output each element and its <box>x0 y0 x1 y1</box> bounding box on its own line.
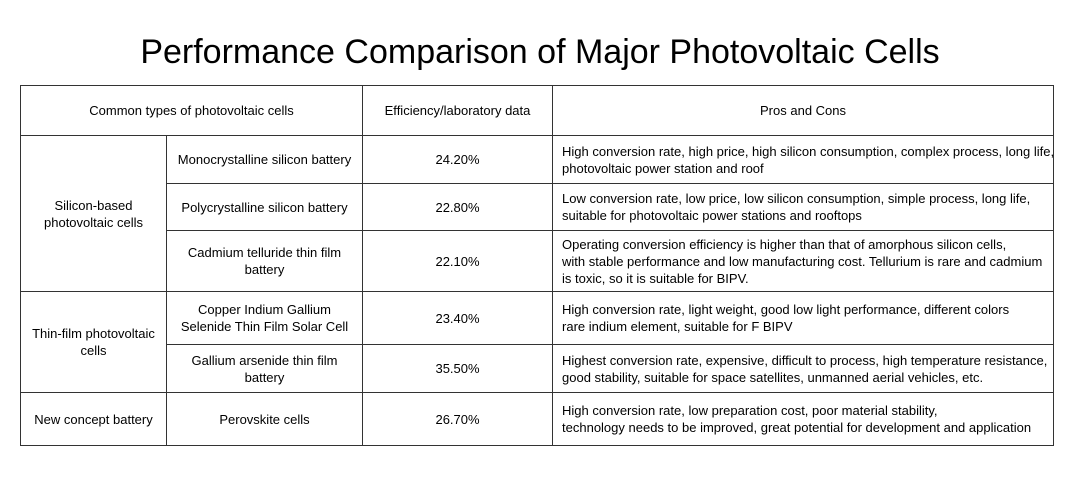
pros-cons-line: High conversion rate, high price, high s… <box>562 143 1054 159</box>
cell-pros-cons: Operating conversion efficiency is highe… <box>552 230 1055 292</box>
type-name-text: Cadmium telluride thin film battery <box>187 245 342 277</box>
category-cell: Thin-film photovoltaic cells <box>20 291 167 393</box>
cell-pros-cons: Highest conversion rate, expensive, diff… <box>552 344 1055 393</box>
header-efficiency: Efficiency/laboratory data <box>362 85 554 136</box>
cell-pros-cons: Low conversion rate, low price, low sili… <box>552 183 1055 231</box>
cell-efficiency: 23.40% <box>362 291 554 345</box>
type-name-text: Gallium arsenide thin film battery <box>191 352 338 385</box>
cell-type-name: Perovskite cells <box>165 392 364 446</box>
pros-cons-line: is toxic, so it is suitable for BIPV. <box>562 270 749 286</box>
cell-type-name: Monocrystalline silicon battery <box>165 135 364 184</box>
pros-cons-line: Low conversion rate, low price, low sili… <box>562 191 1031 206</box>
cell-type-name: Gallium arsenide thin film battery <box>165 344 364 393</box>
type-name-text: Copper Indium Gallium Selenide Thin Film… <box>180 302 349 334</box>
header-pros-cons: Pros and Cons <box>552 85 1055 136</box>
pros-cons-line: with stable performance and low manufact… <box>562 253 1043 269</box>
table-row: New concept battery Perovskite cells 26.… <box>20 392 1055 446</box>
table-row: Cadmium telluride thin film battery 22.1… <box>21 230 1055 292</box>
pros-cons-line: photovoltaic power station and roof <box>562 160 764 176</box>
cell-efficiency: 24.20% <box>362 135 554 184</box>
cell-pros-cons: High conversion rate, light weight, good… <box>552 291 1055 345</box>
pros-cons-line: good stability, suitable for space satel… <box>562 369 984 385</box>
pros-cons-line: High conversion rate, light weight, good… <box>562 302 1010 317</box>
cell-efficiency: 22.80% <box>362 183 554 231</box>
cell-efficiency: 26.70% <box>362 392 554 446</box>
cell-efficiency: 35.50% <box>362 344 554 393</box>
pros-cons-line: suitable for photovoltaic power stations… <box>562 208 862 223</box>
pros-cons-line: technology needs to be improved, great p… <box>562 420 1032 435</box>
category-cell: New concept battery <box>20 392 167 446</box>
table-row: Polycrystalline silicon battery 22.80% L… <box>21 183 1055 231</box>
cell-pros-cons: High conversion rate, high price, high s… <box>552 135 1055 184</box>
table-row: Gallium arsenide thin film battery 35.50… <box>21 344 1055 393</box>
header-row: Common types of photovoltaic cells Effic… <box>19 85 1055 136</box>
comparison-table: Common types of photovoltaic cells Effic… <box>19 85 1055 446</box>
table-row: Thin-film photovoltaic cells Copper Indi… <box>20 291 1055 393</box>
pros-cons-line: rare indium element, suitable for F BIPV <box>562 319 793 334</box>
pros-cons-line: High conversion rate, low preparation co… <box>562 403 938 418</box>
cell-type-name: Polycrystalline silicon battery <box>165 183 364 231</box>
category-cell: Silicon-based photovoltaic cells <box>20 135 167 292</box>
cell-pros-cons: High conversion rate, low preparation co… <box>552 392 1055 446</box>
page-title: Performance Comparison of Major Photovol… <box>140 33 940 71</box>
pros-cons-line: Highest conversion rate, expensive, diff… <box>562 352 1048 368</box>
cell-efficiency: 22.10% <box>362 230 554 292</box>
pros-cons-line: Operating conversion efficiency is highe… <box>562 236 1007 252</box>
cell-type-name: Copper Indium Gallium Selenide Thin Film… <box>165 291 364 345</box>
table-row: Silicon-based photovoltaic cells Monocry… <box>20 135 1055 292</box>
cell-type-name: Cadmium telluride thin film battery <box>165 230 364 292</box>
header-type: Common types of photovoltaic cells <box>19 85 364 136</box>
